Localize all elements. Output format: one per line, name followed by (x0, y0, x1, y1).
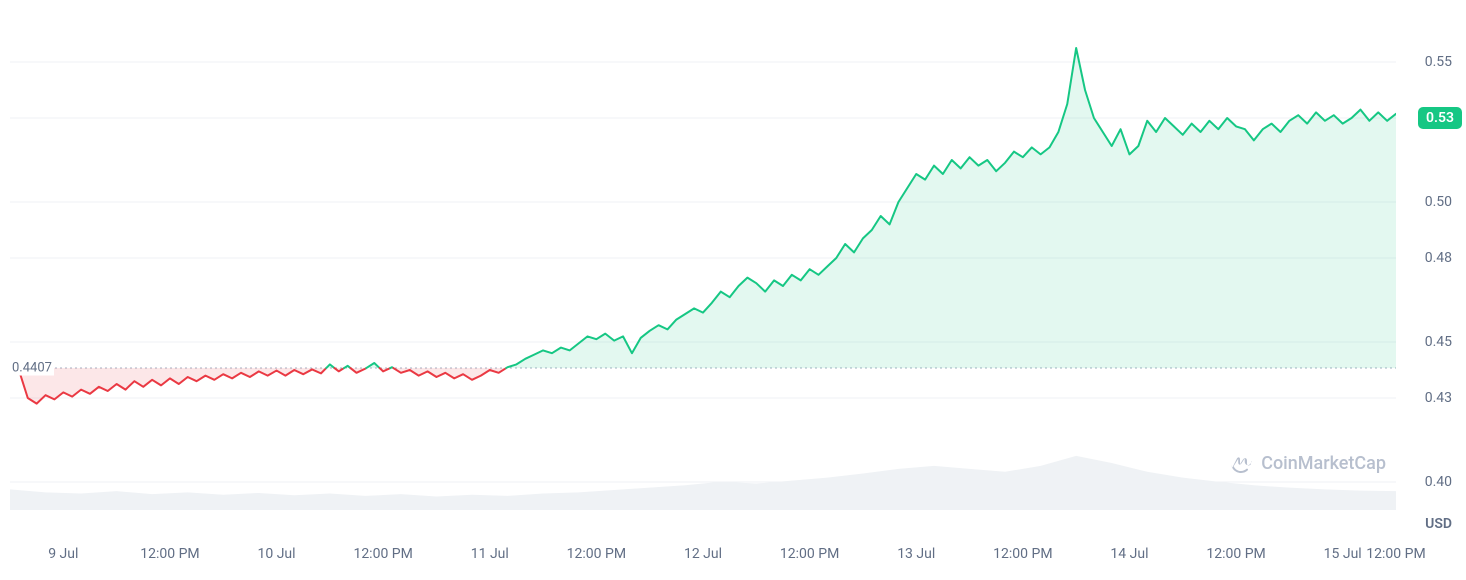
chart-svg (10, 0, 1396, 530)
x-tick-label: 12:00 PM (140, 546, 199, 562)
reference-price-label: 0.4407 (10, 361, 54, 376)
x-tick-label: 12:00 PM (993, 546, 1052, 562)
x-tick-label: 15 Jul (1324, 546, 1362, 562)
x-tick-label: 12:00 PM (1366, 546, 1425, 562)
current-price-badge: 0.53 (1418, 107, 1462, 129)
x-tick-label: 12:00 PM (1206, 546, 1265, 562)
y-tick-label: 0.45 (1425, 334, 1452, 350)
y-tick-label: 0.40 (1425, 474, 1452, 490)
x-tick-label: 12:00 PM (353, 546, 412, 562)
x-tick-label: 11 Jul (471, 546, 509, 562)
x-tick-label: 10 Jul (258, 546, 296, 562)
x-tick-label: 14 Jul (1110, 546, 1148, 562)
y-tick-label: 0.43 (1425, 390, 1452, 406)
coinmarketcap-icon (1229, 451, 1253, 475)
price-chart[interactable] (10, 0, 1396, 530)
x-axis: 9 Jul 12:00 PM 10 Jul 12:00 PM 11 Jul 12:00 P… (10, 530, 1396, 580)
y-tick-label: 0.50 (1425, 194, 1452, 210)
x-tick-label: 12:00 PM (780, 546, 839, 562)
watermark: CoinMarketCap (1229, 451, 1386, 475)
currency-label: USD (1425, 516, 1452, 532)
x-tick-label: 12 Jul (684, 546, 722, 562)
watermark-text: CoinMarketCap (1261, 453, 1386, 474)
x-tick-label: 13 Jul (897, 546, 935, 562)
y-axis: 0.40 0.43 0.45 0.48 0.50 0.53 0.55 (1396, 0, 1466, 530)
y-tick-label: 0.55 (1425, 54, 1452, 70)
x-tick-label: 12:00 PM (567, 546, 626, 562)
y-tick-label: 0.48 (1425, 250, 1452, 266)
x-tick-label: 9 Jul (48, 546, 78, 562)
